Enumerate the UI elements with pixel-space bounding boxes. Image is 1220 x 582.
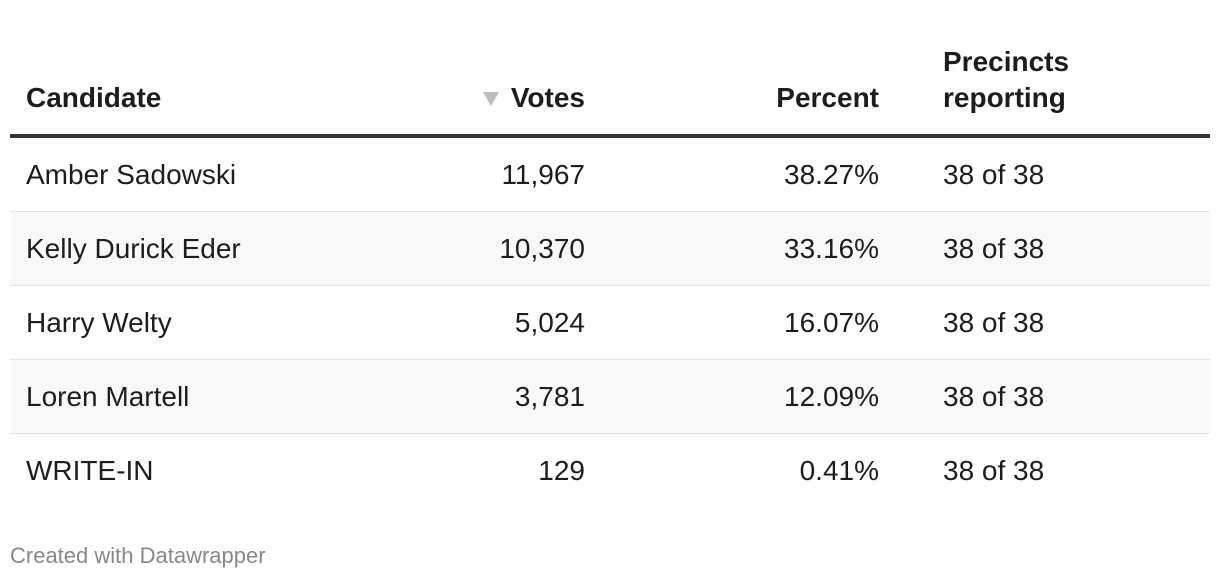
- table-row: Harry Welty 5,024 16.07% 38 of 38: [10, 286, 1210, 360]
- cell-precincts: 38 of 38: [943, 455, 1045, 486]
- table-row: WRITE-IN 129 0.41% 38 of 38: [10, 434, 1210, 507]
- table-header: Candidate Votes Percent Precincts report…: [10, 0, 1210, 138]
- cell-votes: 5,024: [514, 307, 585, 338]
- cell-percent: 16.07%: [784, 307, 879, 338]
- cell-percent: 0.41%: [799, 455, 879, 486]
- table-row: Loren Martell 3,781 12.09% 38 of 38: [10, 360, 1210, 434]
- cell-percent: 33.16%: [784, 233, 879, 264]
- header-votes[interactable]: Votes: [482, 80, 585, 116]
- cell-percent: 12.09%: [784, 381, 879, 412]
- header-precincts-line2[interactable]: reporting: [943, 82, 1066, 113]
- cell-candidate: Amber Sadowski: [26, 159, 237, 190]
- cell-percent: 38.27%: [784, 159, 879, 190]
- sort-descending-icon[interactable]: [482, 91, 499, 106]
- cell-precincts: 38 of 38: [943, 159, 1045, 190]
- cell-votes: 129: [538, 455, 585, 486]
- cell-precincts: 38 of 38: [943, 307, 1045, 338]
- header-percent[interactable]: Percent: [776, 82, 879, 113]
- cell-precincts: 38 of 38: [943, 233, 1045, 264]
- header-precincts-line1[interactable]: Precincts: [943, 46, 1070, 77]
- cell-precincts: 38 of 38: [943, 381, 1045, 412]
- table-row: Amber Sadowski 11,967 38.27% 38 of 38: [10, 138, 1210, 212]
- cell-candidate: Harry Welty: [26, 307, 172, 338]
- cell-votes: 11,967: [501, 159, 585, 190]
- results-table: Candidate Votes Percent Precincts report…: [10, 0, 1210, 507]
- header-votes-label[interactable]: Votes: [510, 82, 585, 113]
- table-row: Kelly Durick Eder 10,370 33.16% 38 of 38: [10, 212, 1210, 286]
- cell-votes: 3,781: [514, 381, 585, 412]
- cell-candidate: Kelly Durick Eder: [26, 233, 241, 264]
- footer-credit[interactable]: Created with Datawrapper: [10, 543, 266, 568]
- cell-candidate: Loren Martell: [26, 381, 190, 412]
- cell-candidate: WRITE-IN: [26, 455, 154, 486]
- cell-votes: 10,370: [499, 233, 585, 264]
- header-precincts[interactable]: Precincts reporting: [943, 44, 1069, 116]
- header-candidate[interactable]: Candidate: [26, 82, 162, 113]
